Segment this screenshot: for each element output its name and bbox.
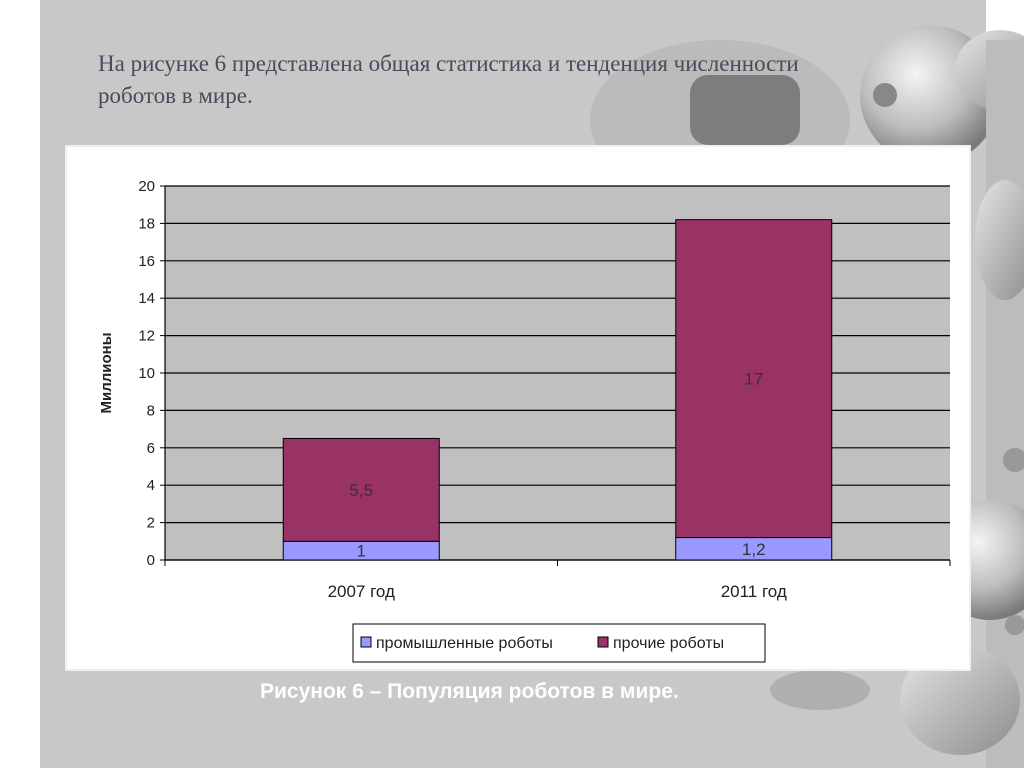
legend-label: промышленные роботы — [376, 635, 553, 652]
data-label: 1 — [357, 542, 366, 561]
y-tick-label: 20 — [138, 178, 155, 195]
y-tick-label: 12 — [138, 328, 155, 345]
legend-swatch — [597, 636, 609, 648]
legend-swatch — [360, 636, 372, 648]
y-tick-label: 18 — [138, 215, 155, 232]
y-tick-label: 6 — [147, 440, 155, 457]
y-tick-label: 4 — [147, 477, 155, 494]
data-label: 5,5 — [349, 481, 373, 500]
bar-other-2 — [675, 219, 833, 539]
y-tick-label: 2 — [147, 515, 155, 532]
bar-chart: 0 2 4 6 8 10 12 14 16 18 20 Миллионы 1 5,5 2007 год 1,2… — [98, 178, 951, 663]
intro-text: На рисунке 6 представлена общая статисти… — [98, 51, 799, 108]
data-label: 1,2 — [742, 540, 766, 559]
y-tick-label: 0 — [147, 552, 155, 569]
chart-frame: 0 2 4 6 8 10 12 14 16 18 20 Миллионы 1 5,5 2007 год 1,2… — [65, 145, 971, 671]
y-tick-label: 8 — [147, 402, 155, 419]
y-tick-label: 14 — [138, 290, 155, 307]
legend-box — [352, 623, 766, 663]
y-axis-title: Миллионы — [98, 332, 115, 413]
category-label: 2011 год — [721, 582, 787, 601]
data-label: 17 — [744, 370, 763, 389]
figure-caption: Рисунок 6 – Популяция роботов в мире. — [260, 680, 679, 703]
category-label: 2007 год — [328, 582, 395, 601]
legend-label: прочие роботы — [613, 635, 724, 652]
y-tick-label: 16 — [138, 253, 155, 270]
bar-other-1 — [282, 437, 440, 542]
y-tick-label: 10 — [138, 365, 155, 382]
